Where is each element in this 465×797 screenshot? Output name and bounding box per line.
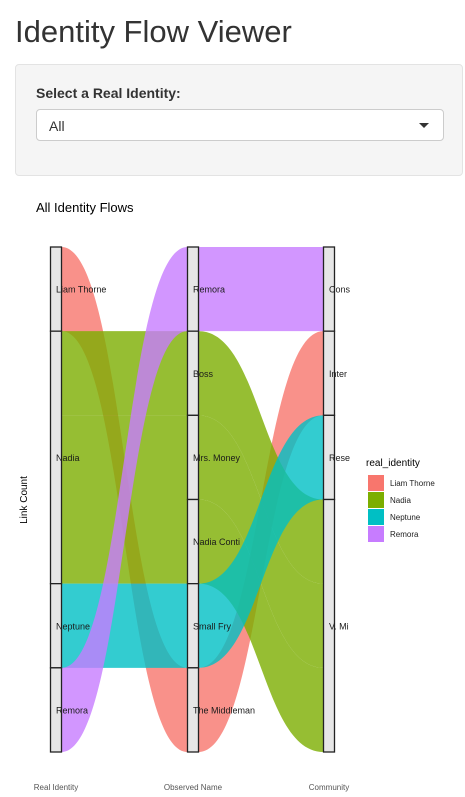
stratum-label-small-fry: Small Fry — [193, 621, 231, 631]
y-axis-label: Link Count — [19, 476, 30, 524]
axis-tick-label-real-identity: Real Identity — [34, 783, 78, 792]
axis-tick-label-observed-name: Observed Name — [164, 783, 223, 792]
stratum-label-the-middleman: The Middleman — [193, 705, 255, 715]
stratum-observed-name-the-middleman — [186, 667, 200, 753]
legend-swatch-liam-thorne — [368, 475, 384, 491]
stratum-label-mrs-money: Mrs. Money — [193, 453, 241, 463]
chart-title: All Identity Flows — [36, 200, 134, 215]
chevron-down-icon[interactable] — [419, 123, 429, 128]
stratum-label-cons: Cons — [329, 285, 351, 295]
stratum-label-nadia: Nadia — [56, 453, 80, 463]
stratum-label-nadia-conti: Nadia Conti — [193, 537, 240, 547]
stratum-label-rese: Rese — [329, 453, 350, 463]
stratum-label-inter: Inter — [329, 369, 347, 379]
stratum-label-remora: Remora — [193, 285, 225, 295]
identity-select-value: All — [49, 118, 65, 134]
legend-label-remora: Remora — [390, 530, 419, 539]
flow-nadia-boss-to-v-mi — [198, 331, 324, 584]
control-panel: Select a Real Identity: All — [15, 64, 463, 176]
stratum-label-neptune: Neptune — [56, 621, 90, 631]
flow-remora-remora-to-cons — [198, 247, 324, 332]
app-title: Identity Flow Viewer — [15, 14, 292, 49]
stratum-real-identity-remora — [49, 667, 63, 753]
stratum-label-remora: Remora — [56, 705, 88, 715]
legend-label-nadia: Nadia — [390, 496, 411, 505]
flow-nadia-nadia-to-mrs-money — [61, 415, 188, 500]
identity-select[interactable]: All — [36, 109, 444, 141]
legend-swatch-remora — [368, 526, 384, 542]
stratum-label-liam-thorne: Liam Thorne — [56, 285, 106, 295]
stratum-community-v-mi — [322, 498, 336, 753]
identity-select-label: Select a Real Identity: — [36, 85, 181, 101]
alluvial-chart: All Identity Flows Liam Thorne Nadia Neptun… — [19, 200, 435, 792]
stratum-label-boss: Boss — [193, 369, 214, 379]
legend-swatch-neptune — [368, 509, 384, 525]
axis-tick-label-community: Community — [309, 783, 349, 792]
legend-label-neptune: Neptune — [390, 513, 421, 522]
legend-title: real_identity — [366, 458, 420, 469]
stratum-label-v-mi: V. Mi — [329, 621, 349, 631]
flow-nadia-nadia-conti-to-v-mi — [198, 499, 324, 752]
legend-swatch-nadia — [368, 492, 384, 508]
legend-label-liam-thorne: Liam Thorne — [390, 479, 435, 488]
flow-neptune-small-fry-to-rese — [198, 415, 324, 668]
flow-remora-remora-to-remora — [61, 247, 188, 752]
